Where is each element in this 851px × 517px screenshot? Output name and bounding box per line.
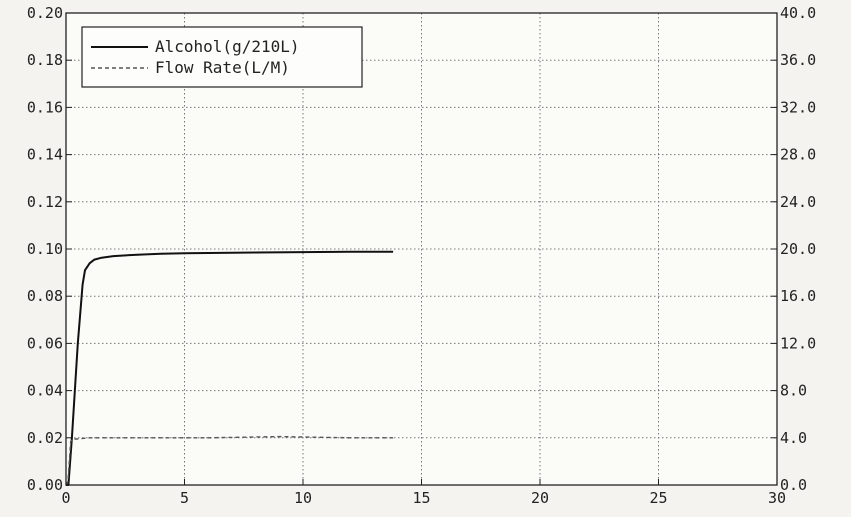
legend-label: Alcohol(g/210L) [155, 37, 300, 56]
y-right-axis-ticks: 0.0 4.0 8.0 12.0 16.0 20.0 24.0 28.0 32.0 36.0 40.… [771, 4, 816, 494]
y-left-tick-label: 0.02 [27, 429, 63, 447]
series-layer [65, 250, 394, 486]
y-left-tick-label: 0.18 [27, 51, 63, 69]
y-left-tick-label: 0.04 [27, 382, 63, 400]
y-right-tick-label: 32.0 [780, 98, 816, 116]
y-left-tick-label: 0.14 [27, 146, 63, 164]
y-left-axis-ticks: 0.00 0.02 0.04 0.06 0.08 0.10 0.12 0.14 0.16 0.18… [27, 4, 72, 494]
grid-lines [66, 13, 777, 485]
series-line-alcohol [66, 250, 394, 486]
x-tick-label: 5 [180, 489, 189, 507]
y-left-tick-label: 0.16 [27, 98, 63, 116]
legend: Alcohol(g/210L) Flow Rate(L/M) [81, 26, 363, 88]
plot-frame [65, 12, 778, 486]
series-line-flow-rate [65, 435, 394, 486]
y-left-tick-label: 0.00 [27, 476, 63, 494]
y-right-tick-label: 16.0 [780, 287, 816, 305]
y-left-tick-label: 0.20 [27, 4, 63, 22]
y-right-tick-label: 0.0 [780, 476, 807, 494]
y-right-tick-label: 36.0 [780, 51, 816, 69]
y-left-tick-label: 0.10 [27, 240, 63, 258]
x-tick-label: 20 [531, 489, 549, 507]
x-tick-label: 0 [61, 489, 70, 507]
y-right-tick-label: 20.0 [780, 240, 816, 258]
y-right-tick-label: 24.0 [780, 193, 816, 211]
y-right-tick-label: 8.0 [780, 382, 807, 400]
legend-box [81, 26, 363, 88]
y-left-tick-label: 0.06 [27, 334, 63, 352]
y-right-tick-label: 40.0 [780, 4, 816, 22]
x-tick-label: 15 [412, 489, 430, 507]
y-right-tick-label: 4.0 [780, 429, 807, 447]
legend-label: Flow Rate(L/M) [155, 58, 290, 77]
y-right-tick-label: 12.0 [780, 334, 816, 352]
y-left-tick-label: 0.12 [27, 193, 63, 211]
x-tick-label: 25 [649, 489, 667, 507]
y-left-tick-label: 0.08 [27, 287, 63, 305]
x-tick-label: 30 [768, 489, 786, 507]
y-right-tick-label: 28.0 [780, 146, 816, 164]
x-tick-label: 10 [294, 489, 312, 507]
